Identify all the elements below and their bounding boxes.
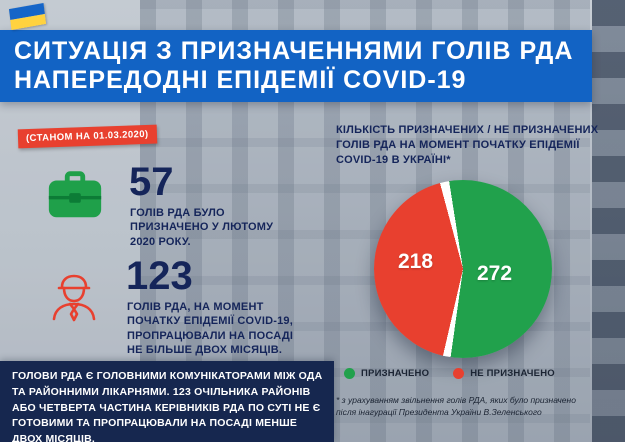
background-right-building-strip bbox=[592, 0, 625, 442]
stat-short-tenure-text: ГОЛІВ РДА, НА МОМЕНТ ПОЧАТКУ ЕПІДЕМІЇ CO… bbox=[127, 301, 294, 356]
page-title-line-1: СИТУАЦІЯ З ПРИЗНАЧЕННЯМИ ГОЛІВ РДА bbox=[14, 37, 574, 65]
legend-dot-green-icon bbox=[344, 368, 355, 379]
pie-value-not-appointed: 218 bbox=[398, 250, 434, 273]
stat-short-tenure-value: 123 bbox=[126, 254, 193, 298]
header-banner: СИТУАЦІЯ З ПРИЗНАЧЕННЯМИ ГОЛІВ РДА НАПЕР… bbox=[0, 30, 592, 102]
legend-item-appointed: ПРИЗНАЧЕНО bbox=[344, 368, 429, 379]
legend-item-not-appointed: НЕ ПРИЗНАЧЕНО bbox=[453, 368, 555, 379]
pie-value-appointed: 272 bbox=[477, 262, 513, 285]
legend-label-not-appointed: НЕ ПРИЗНАЧЕНО bbox=[470, 368, 555, 379]
briefcase-icon bbox=[44, 164, 106, 231]
footer-text: ГОЛОВИ РДА Є ГОЛОВНИМИ КОМУНІКАТОРАМИ МІ… bbox=[12, 370, 323, 442]
legend-dot-red-icon bbox=[453, 368, 465, 379]
stat-appointed-text: ГОЛІВ РДА БУЛО ПРИЗНАЧЕНО У ЛЮТОМУ 2020 … bbox=[130, 207, 274, 248]
page-title-line-2: НАПЕРЕДОДНІ ЕПІДЕМІЇ COVID-19 bbox=[14, 66, 467, 94]
chart-title: КІЛЬКІСТЬ ПРИЗНАЧЕНИХ / НЕ ПРИЗНАЧЕНИХ Г… bbox=[336, 124, 599, 166]
chart-legend: ПРИЗНАЧЕНО НЕ ПРИЗНАЧЕНО bbox=[344, 368, 555, 379]
person-icon bbox=[42, 266, 106, 335]
footer-banner: ГОЛОВИ РДА Є ГОЛОВНИМИ КОМУНІКАТОРАМИ МІ… bbox=[0, 361, 334, 442]
chart-footnote: * з урахуванням звільнення голів РДА, як… bbox=[336, 395, 576, 418]
pie-chart: 218 272 bbox=[374, 180, 552, 358]
stat-appointed-value: 57 bbox=[129, 160, 174, 204]
legend-label-appointed: ПРИЗНАЧЕНО bbox=[361, 368, 430, 379]
